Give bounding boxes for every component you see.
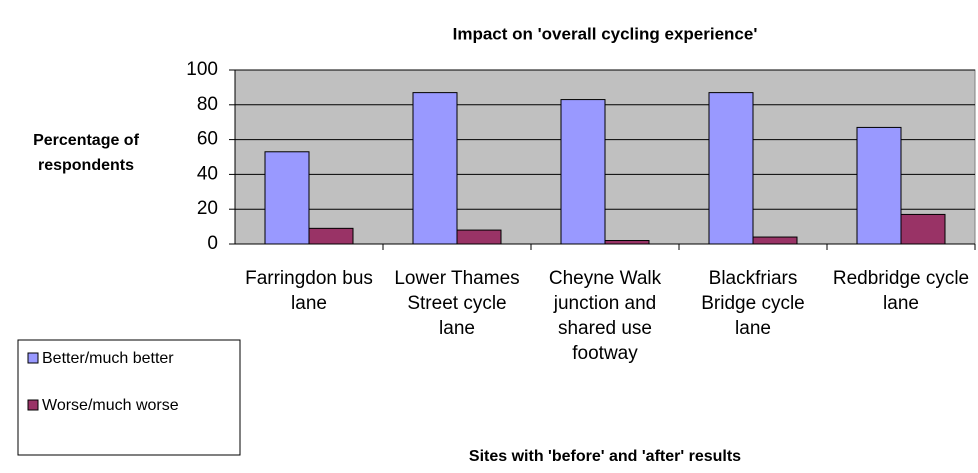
x-tick-label: Redbridge cycle lane [832, 268, 970, 314]
x-tick-label: Lower Thames Street cycle lane [394, 268, 520, 339]
bar [752, 236, 798, 245]
bar [856, 126, 902, 245]
y-axis-label: Percentage of respondents [33, 132, 139, 174]
y-tick-label: 60 [197, 129, 218, 150]
y-tick-label: 0 [207, 233, 218, 254]
y-tick-label: 80 [197, 94, 218, 115]
bar [264, 151, 310, 245]
x-tick-label: Cheyne Walk junction and shared use foot… [548, 268, 662, 364]
bar [560, 99, 606, 245]
y-tick-label: 40 [197, 163, 218, 184]
x-axis-label: Sites with 'before' and 'after' results [468, 448, 742, 465]
y-tick-label: 100 [186, 59, 218, 80]
bar [900, 213, 946, 245]
bar [604, 240, 650, 245]
chart-title: Impact on 'overall cycling experience' [453, 24, 758, 43]
bar [456, 229, 502, 245]
legend-swatch [27, 399, 39, 411]
legend [17, 339, 241, 456]
bar [308, 227, 354, 245]
legend-label: Better/much better [42, 350, 174, 367]
x-tick-label: Blackfriars Bridge cycle lane [701, 268, 805, 339]
legend-label: Worse/much worse [42, 397, 179, 414]
bar [708, 92, 754, 245]
bar [412, 92, 458, 245]
x-tick-label: Farringdon bus lane [245, 268, 373, 314]
y-tick-label: 20 [197, 198, 218, 219]
legend-swatch [27, 352, 39, 364]
